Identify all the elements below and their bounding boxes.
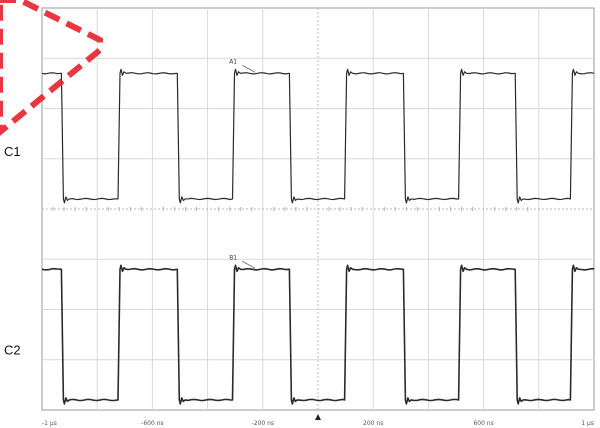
marker-leader-line <box>242 260 256 269</box>
channel-label-c1: C1 <box>4 144 21 159</box>
waveform-c1 <box>41 68 595 204</box>
red-edge-indicator <box>0 0 103 136</box>
waveform-c2 <box>41 264 595 405</box>
x-tick-label: 1 µs <box>581 420 594 427</box>
marker-leader-line <box>242 64 256 73</box>
indicators <box>0 0 321 420</box>
marker-label-b1: B1 <box>229 254 237 261</box>
x-tick-label: 600 ns <box>473 420 493 427</box>
trigger-position-marker <box>315 414 321 420</box>
x-tick-label: 200 ns <box>363 420 383 427</box>
graticule-grid <box>41 7 595 411</box>
x-tick-label: -200 ns <box>252 420 274 427</box>
axis-labels: -1 µs -600 ns -200 ns 200 ns 600 ns 1 µs <box>42 420 594 427</box>
marker-label-a1: A1 <box>229 58 237 65</box>
x-tick-label: -600 ns <box>141 420 163 427</box>
channel-label-c2: C2 <box>4 343 21 358</box>
waveform-traces: C1 A1 C2 B1 <box>4 58 595 405</box>
x-tick-label: -1 µs <box>42 420 57 427</box>
